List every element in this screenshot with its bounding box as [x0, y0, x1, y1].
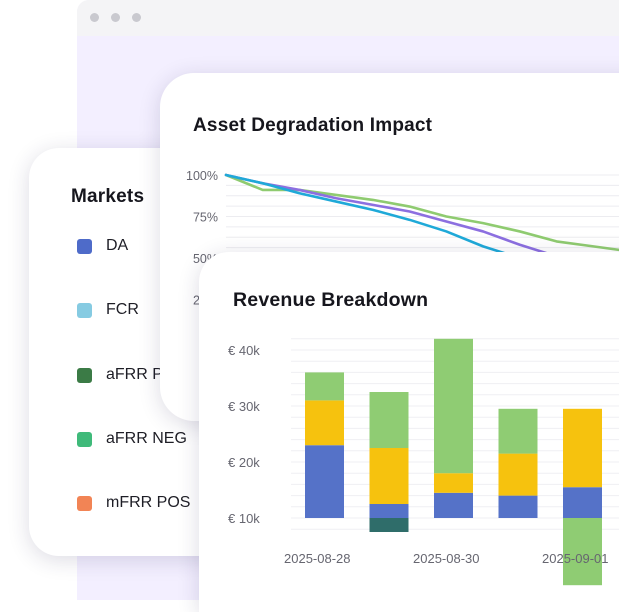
x-tick-label: 2025-09-01 [542, 551, 609, 566]
window-titlebar [77, 0, 619, 36]
bar-segment [305, 372, 344, 401]
legend-item-mfrr-pos[interactable]: mFRR POS [77, 493, 190, 513]
window-dot[interactable] [132, 13, 141, 22]
y-tick-label: € 20k [228, 455, 260, 470]
window-dot[interactable] [111, 13, 120, 22]
legend-label: aFRR P [106, 366, 163, 383]
bar-segment [369, 504, 409, 518]
legend-swatch [77, 238, 92, 254]
asset-degradation-title: Asset Degradation Impact [193, 115, 433, 136]
bar-segment [369, 518, 409, 532]
bar-segment [498, 495, 538, 518]
y-tick-label: 100% [186, 169, 218, 183]
bar-segment [369, 448, 409, 504]
legend-swatch [77, 302, 92, 318]
legend-swatch [77, 367, 92, 383]
legend-item-da[interactable]: DA [77, 236, 128, 256]
markets-title: Markets [71, 186, 145, 207]
window-dot[interactable] [90, 13, 99, 22]
y-tick-label: € 10k [228, 511, 260, 526]
legend-item-fcr[interactable]: FCR [77, 300, 139, 320]
bar-segment [563, 487, 602, 518]
bar-segment [498, 408, 538, 454]
legend-label: mFRR POS [106, 494, 191, 511]
bar-segment [434, 338, 473, 474]
revenue-breakdown-chart: € 40k € 30k € 20k € 10k 2025-08-28 2025-08-3… [228, 338, 619, 586]
bar-segment [305, 400, 344, 446]
x-tick-label: 2025-08-28 [284, 551, 351, 566]
bar-segment [434, 473, 473, 493]
bar-segment [563, 408, 602, 488]
bar-segment [369, 392, 409, 448]
legend-label: DA [106, 237, 129, 254]
bar-segment [305, 445, 344, 518]
legend-item-afrr-neg[interactable]: aFRR NEG [77, 429, 187, 449]
revenue-breakdown-title: Revenue Breakdown [233, 289, 429, 311]
bar-segment [434, 492, 473, 518]
bar-segment [563, 518, 602, 586]
legend-item-afrr-pos[interactable]: aFRR P [77, 365, 163, 385]
revenue-breakdown-card: Revenue Breakdown € 40k € 30k € 20k € 10k 2… [199, 252, 619, 612]
x-tick-label: 2025-08-30 [413, 551, 480, 566]
legend-swatch [77, 495, 92, 511]
legend-label: FCR [106, 301, 139, 318]
bar-segment [498, 453, 538, 496]
y-tick-label: 75% [193, 211, 218, 225]
y-tick-label: € 30k [228, 399, 260, 414]
legend-swatch [77, 431, 92, 447]
legend-label: aFRR NEG [106, 430, 187, 447]
y-tick-label: € 40k [228, 343, 260, 358]
